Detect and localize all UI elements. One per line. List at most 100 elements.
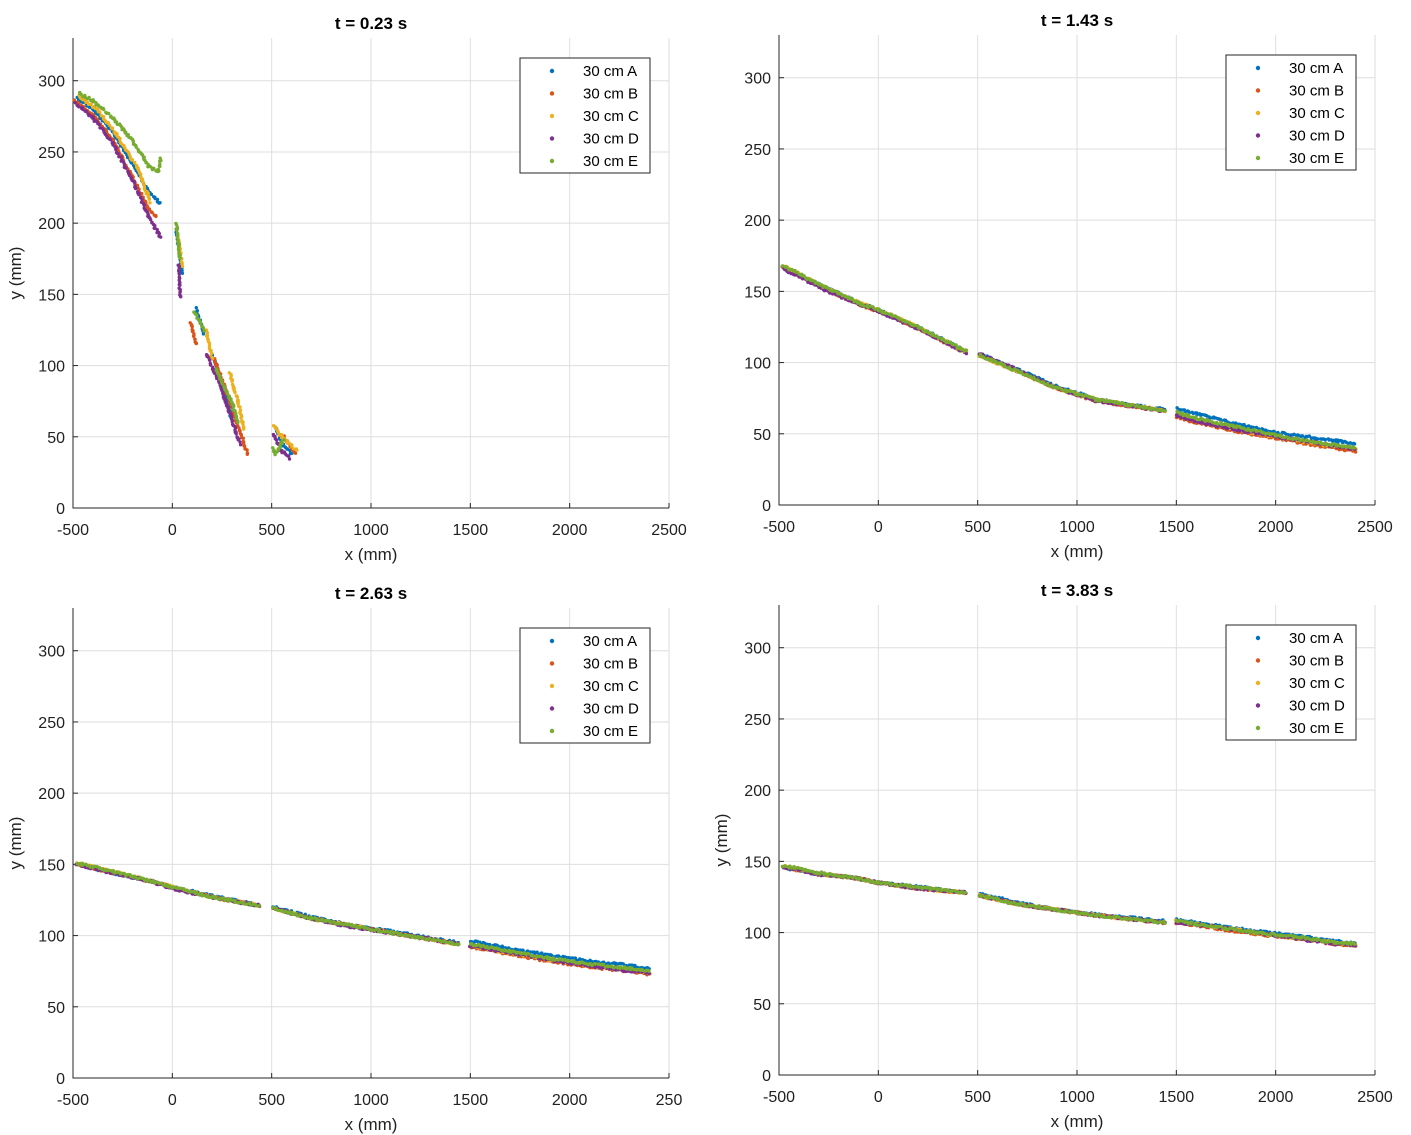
- data-point: [205, 331, 210, 335]
- legend-label: 30 cm B: [583, 656, 638, 673]
- data-point: [118, 137, 122, 142]
- data-point: [73, 101, 78, 105]
- data-point: [1352, 446, 1357, 450]
- data-point: [1152, 407, 1157, 411]
- data-point: [358, 926, 362, 930]
- y-tick-label: 200: [744, 783, 771, 800]
- data-point: [102, 107, 106, 112]
- data-point: [177, 265, 181, 269]
- y-tick-label: 150: [38, 857, 65, 874]
- data-point: [229, 374, 233, 378]
- data-point: [158, 201, 162, 205]
- x-tick-label: 2000: [552, 522, 588, 539]
- data-point: [1295, 436, 1300, 440]
- data-point: [140, 197, 144, 202]
- chart-title: t = 1.43 s: [1041, 11, 1113, 30]
- legend-label: 30 cm A: [583, 63, 637, 80]
- data-point: [233, 899, 237, 903]
- legend-label: 30 cm E: [583, 723, 638, 740]
- data-point: [139, 172, 143, 176]
- legend-label: 30 cm A: [583, 633, 637, 650]
- data-point: [210, 351, 214, 355]
- data-point: [122, 162, 127, 167]
- y-tick-label: 300: [744, 71, 771, 88]
- legend: 30 cm A30 cm B30 cm C30 cm D30 cm E: [519, 627, 651, 744]
- y-tick-label: 250: [38, 715, 65, 732]
- y-tick-label: 50: [753, 997, 771, 1014]
- data-point: [156, 167, 160, 172]
- x-axis-label: x (mm): [1051, 542, 1104, 561]
- series-30-cm-a: [780, 264, 1357, 446]
- x-tick-label: 1000: [1059, 519, 1095, 536]
- legend-marker: [1255, 155, 1261, 161]
- y-tick-label: 150: [744, 284, 771, 301]
- data-point: [178, 290, 182, 295]
- data-point: [134, 145, 138, 149]
- data-point: [1323, 437, 1328, 442]
- series-30-cm-c: [781, 264, 1358, 451]
- x-tick-label: 0: [168, 522, 177, 539]
- data-point: [593, 962, 597, 966]
- y-tick-label: 200: [38, 216, 65, 233]
- data-point: [178, 283, 182, 287]
- data-point: [132, 180, 137, 185]
- series-30-cm-d: [73, 101, 292, 461]
- data-point: [124, 130, 128, 135]
- data-point: [98, 110, 102, 114]
- chart-title: t = 3.83 s: [1041, 581, 1113, 600]
- legend-label: 30 cm C: [583, 678, 639, 695]
- y-tick-label: 100: [744, 926, 771, 943]
- x-tick-label: 2000: [552, 1092, 588, 1109]
- y-tick-label: 250: [744, 712, 771, 729]
- y-tick-label: 0: [762, 1068, 771, 1085]
- chart-panel-3: -500 0 500 1000 1500 2000 25005010015020025030…: [6, 584, 682, 1134]
- data-point: [1352, 442, 1357, 446]
- x-tick-label: 1500: [1159, 1089, 1195, 1106]
- series-30-cm-c: [77, 93, 299, 452]
- y-tick-label: 0: [56, 1071, 65, 1088]
- x-tick-label: 1000: [353, 1092, 389, 1109]
- y-tick-label: 200: [744, 213, 771, 230]
- data-point: [257, 904, 261, 908]
- y-tick-label: 50: [47, 1000, 65, 1017]
- x-axis-label: x (mm): [345, 1115, 398, 1134]
- x-tick-label: 2500: [1357, 1089, 1393, 1106]
- data-point: [221, 392, 226, 397]
- data-point: [180, 264, 185, 269]
- data-point: [828, 291, 832, 295]
- data-point: [134, 186, 138, 190]
- data-point: [87, 95, 91, 100]
- legend: 30 cm A30 cm B30 cm C30 cm D30 cm E: [1225, 54, 1357, 171]
- y-tick-label: 100: [38, 359, 65, 376]
- data-point: [147, 197, 151, 201]
- data-point: [606, 965, 610, 969]
- x-axis-label: x (mm): [1051, 1112, 1104, 1131]
- data-point: [218, 374, 222, 378]
- data-point: [226, 406, 230, 410]
- x-tick-label: 500: [964, 519, 991, 536]
- data-point: [146, 191, 150, 196]
- data-point: [77, 105, 81, 109]
- data-point: [457, 942, 461, 946]
- x-tick-label: 1500: [1159, 519, 1195, 536]
- data-point: [800, 277, 805, 281]
- x-tick-label: -500: [763, 519, 795, 536]
- data-point: [1163, 409, 1167, 413]
- x-tick-label: 2000: [1258, 1089, 1294, 1106]
- x-tick-label: 2500: [651, 522, 687, 539]
- series-30-cm-d: [781, 266, 1357, 451]
- data-point: [1255, 429, 1260, 433]
- chart-panel-4: -500 0 500 1000 1500 2000 25000501001502002503…: [712, 581, 1393, 1131]
- data-point: [191, 334, 196, 338]
- data-point: [407, 933, 411, 938]
- data-point: [233, 390, 237, 395]
- y-axis-label: y (mm): [712, 814, 731, 867]
- data-point: [201, 332, 206, 336]
- data-point: [155, 227, 159, 232]
- chart-panel-1: -500 0 500 1000 1500 2000 25000501001502002503…: [6, 14, 687, 564]
- data-point: [239, 416, 243, 420]
- data-point: [137, 192, 141, 197]
- data-point: [1216, 422, 1220, 426]
- data-point: [235, 395, 239, 399]
- data-point: [850, 297, 854, 301]
